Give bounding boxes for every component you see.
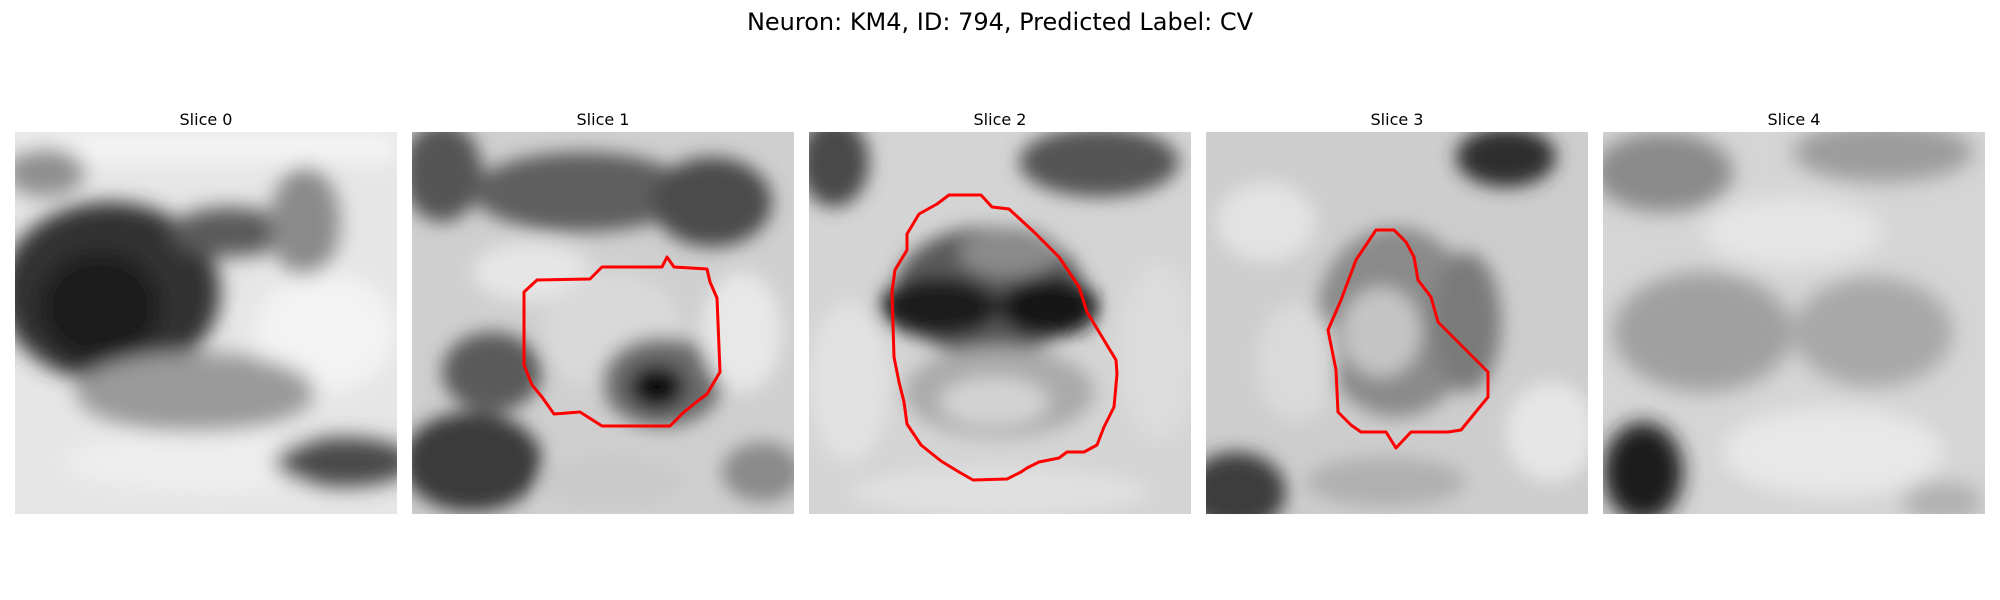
slice-image-1 <box>412 132 794 514</box>
slice-title-3: Slice 3 <box>1370 110 1424 129</box>
slice-panel-1: Slice 1 <box>412 110 794 514</box>
slice-panel-2: Slice 2 <box>809 110 1191 514</box>
segmentation-contour <box>522 255 722 428</box>
segmentation-contour <box>1326 228 1490 450</box>
slice-title-2: Slice 2 <box>973 110 1027 129</box>
slice-panel-0: Slice 0 <box>15 110 397 514</box>
slice-title-0: Slice 0 <box>179 110 233 129</box>
slice-image-4 <box>1603 132 1985 514</box>
slice-panel-3: Slice 3 <box>1206 110 1588 514</box>
segmentation-contour <box>890 193 1119 482</box>
slice-title-1: Slice 1 <box>576 110 630 129</box>
slice-title-4: Slice 4 <box>1767 110 1821 129</box>
slice-image-3 <box>1206 132 1588 514</box>
figure-title: Neuron: KM4, ID: 794, Predicted Label: C… <box>746 8 1254 36</box>
slice-panel-4: Slice 4 <box>1603 110 1985 514</box>
slice-image-2 <box>809 132 1191 514</box>
slice-image-0 <box>15 132 397 514</box>
